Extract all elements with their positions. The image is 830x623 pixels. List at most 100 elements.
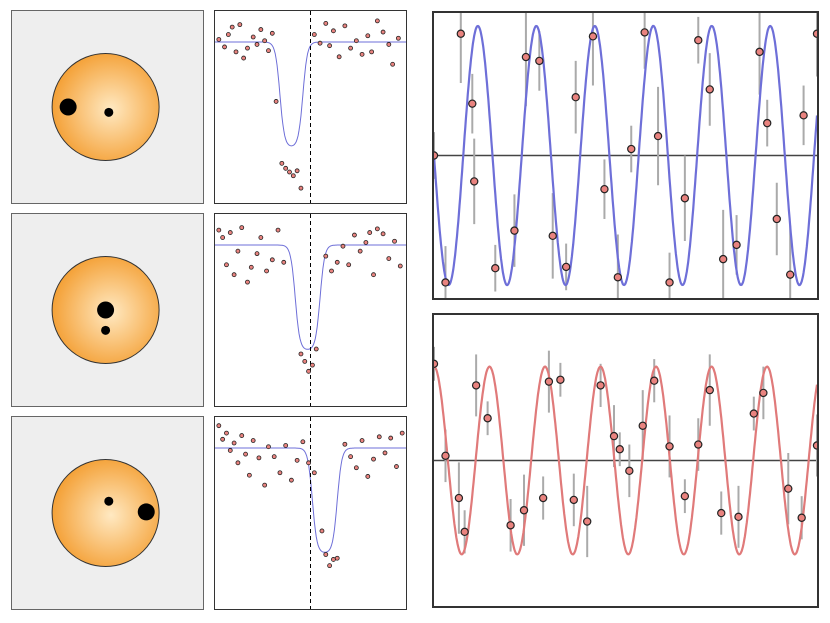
data-point <box>225 32 231 37</box>
data-point <box>246 472 252 478</box>
data-point <box>264 268 269 274</box>
data-point <box>266 48 271 54</box>
data-point <box>582 517 592 526</box>
data-point <box>216 227 222 233</box>
data-point <box>680 194 690 203</box>
data-point <box>390 61 396 67</box>
data-point <box>596 381 605 390</box>
data-point <box>395 35 401 41</box>
data-point <box>538 493 548 503</box>
data-point <box>353 465 359 471</box>
data-point <box>241 55 247 61</box>
data-point <box>222 44 227 50</box>
data-point <box>323 253 329 259</box>
data-point <box>266 444 271 450</box>
data-point <box>665 278 674 287</box>
data-point <box>382 450 388 456</box>
data-point <box>323 552 329 557</box>
starspot-1 <box>104 496 114 506</box>
data-point <box>229 24 235 30</box>
data-point <box>346 262 352 268</box>
data-point <box>302 359 308 364</box>
transit-light-curve-1 <box>214 10 407 204</box>
data-point <box>310 362 315 368</box>
data-point <box>627 144 636 154</box>
data-point <box>245 279 250 285</box>
data-point <box>334 555 340 561</box>
data-point <box>227 448 233 453</box>
transit-model-curve <box>215 41 406 147</box>
model-curve <box>434 24 817 287</box>
data-point <box>625 466 634 476</box>
data-point <box>269 257 275 263</box>
data-point <box>331 557 336 562</box>
data-point <box>224 262 229 268</box>
data-point <box>394 464 399 469</box>
data-point <box>506 521 515 530</box>
data-point <box>250 34 256 40</box>
data-point <box>653 131 663 141</box>
data-point <box>294 168 300 174</box>
starspot-2 <box>104 107 114 117</box>
data-point <box>319 528 325 534</box>
data-point <box>298 185 304 191</box>
data-point <box>275 227 281 233</box>
data-point <box>615 445 624 454</box>
transit-light-curve-3 <box>214 416 407 610</box>
data-point <box>680 491 690 501</box>
data-point <box>281 259 287 265</box>
data-point <box>216 423 222 429</box>
data-point <box>254 251 260 257</box>
data-point <box>374 226 380 232</box>
data-point <box>548 231 557 241</box>
starspot-1 <box>97 301 115 319</box>
data-point <box>224 430 229 436</box>
data-point <box>376 434 382 440</box>
data-point <box>306 460 311 466</box>
data-point <box>374 18 380 24</box>
data-point <box>588 32 598 41</box>
data-point <box>231 440 237 446</box>
data-point <box>441 451 450 461</box>
data-point <box>799 111 808 120</box>
data-point <box>231 272 237 278</box>
star-panel-3 <box>11 416 204 610</box>
data-point <box>336 54 342 60</box>
data-point <box>216 37 222 42</box>
data-point <box>329 268 334 274</box>
data-point <box>694 440 703 449</box>
data-point <box>613 273 623 282</box>
data-point <box>262 38 268 44</box>
data-point <box>456 29 466 38</box>
data-point <box>334 259 340 265</box>
data-point <box>250 438 256 443</box>
data-point <box>544 377 554 386</box>
data-point <box>269 30 275 36</box>
data-point <box>732 240 741 250</box>
data-point <box>759 388 768 398</box>
data-point <box>348 45 354 51</box>
data-point <box>258 235 264 240</box>
data-point <box>248 264 254 270</box>
data-point <box>569 495 578 505</box>
data-point <box>519 506 529 515</box>
data-point <box>380 231 386 237</box>
data-point <box>340 243 346 249</box>
data-point <box>491 264 500 273</box>
data-point <box>327 43 332 49</box>
data-point <box>237 22 243 28</box>
data-point <box>342 441 348 447</box>
data-point <box>718 254 728 264</box>
data-point <box>313 346 319 352</box>
star-panel-2 <box>11 213 204 407</box>
data-point <box>327 563 332 569</box>
data-point <box>311 32 317 37</box>
data-point <box>749 409 759 418</box>
star-disk-2 <box>51 256 160 364</box>
data-point <box>600 184 609 194</box>
data-point <box>441 278 450 287</box>
data-point <box>220 235 226 240</box>
data-point <box>471 381 481 390</box>
data-point <box>279 160 285 166</box>
data-point <box>640 28 649 37</box>
